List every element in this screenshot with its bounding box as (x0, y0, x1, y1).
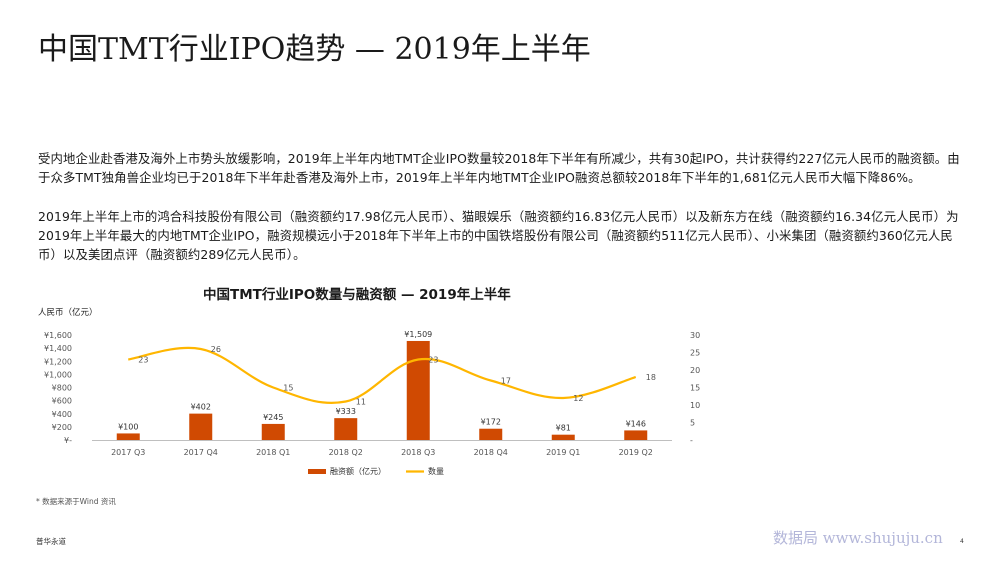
x-tick-label: 2018 Q3 (401, 448, 435, 457)
line-value-label: 18 (646, 373, 656, 382)
x-axis: 2017 Q3 2017 Q4 2018 Q1 2018 Q2 2018 Q3 2018 … (92, 440, 672, 457)
x-tick-label: 2017 Q3 (111, 448, 145, 457)
right-tick-label: 15 (690, 384, 700, 393)
bar-value-label: ¥146 (626, 419, 646, 428)
line-value-label: 23 (138, 356, 148, 365)
chart-y-axis-label: 人民币（亿元） (38, 308, 98, 318)
bar-value-label: ¥100 (118, 422, 138, 431)
line-series (128, 346, 637, 404)
left-tick-label: ¥600 (52, 397, 72, 406)
left-tick-label: ¥1,000 (44, 370, 72, 379)
ipo-chart: ¥- ¥200 ¥400 ¥600 ¥800 ¥1,000 ¥1,200 ¥1,400 ¥1,6… (44, 330, 700, 476)
left-tick-label: ¥800 (52, 384, 72, 393)
left-axis: ¥- ¥200 ¥400 ¥600 ¥800 ¥1,000 ¥1,200 ¥1,400 ¥1,6… (44, 331, 72, 445)
right-tick-label: 20 (690, 366, 700, 375)
left-tick-label: ¥1,200 (44, 357, 72, 366)
bar-value-label: ¥333 (336, 407, 356, 416)
legend-bar-swatch (308, 469, 326, 474)
bar-value-label: ¥245 (263, 413, 283, 422)
right-axis: - 5 10 15 20 25 30 (690, 331, 700, 445)
line-value-label: 23 (428, 356, 438, 365)
x-tick-label: 2018 Q1 (256, 448, 290, 457)
left-tick-label: ¥200 (52, 423, 72, 432)
right-tick-label: 30 (690, 331, 700, 340)
line-value-label: 15 (283, 384, 293, 393)
left-tick-label: ¥1,600 (44, 331, 72, 340)
bar (261, 423, 285, 440)
bar (479, 428, 503, 440)
source-footnote: * 数据来源于Wind 资讯 (36, 497, 116, 506)
brand-name: 普华永道 (36, 537, 66, 546)
bar (624, 430, 648, 440)
right-tick-label: 5 (690, 419, 695, 428)
right-tick-label: - (690, 436, 693, 445)
x-tick-label: 2019 Q2 (619, 448, 653, 457)
summary-paragraph-1: 受内地企业赴香港及海外上市势头放缓影响，2019年上半年内地TMT企业IPO数量… (38, 151, 960, 185)
left-tick-label: ¥- (64, 436, 72, 445)
bar (334, 418, 358, 440)
bar-series (116, 340, 648, 440)
watermark-text: 数据局 www.shujuju.cn (773, 529, 943, 547)
bar-value-label: ¥402 (191, 403, 211, 412)
line-value-label: 17 (501, 377, 511, 386)
bar-value-label: ¥172 (481, 418, 501, 427)
x-tick-label: 2018 Q2 (329, 448, 363, 457)
line-value-label: 26 (211, 345, 221, 354)
right-tick-label: 10 (690, 401, 700, 410)
bar-value-label: ¥81 (556, 424, 571, 433)
line-value-label: 11 (356, 398, 366, 407)
page-title: 中国TMT行业IPO趋势 — 2019年上半年 (38, 32, 591, 67)
bar (189, 413, 213, 440)
bar (116, 433, 140, 440)
line-value-label: 12 (573, 394, 583, 403)
count-line (128, 346, 637, 404)
page-number: 4 (960, 538, 964, 545)
chart-legend: 融资额（亿元） 数量 (308, 466, 444, 476)
legend-bar-label: 融资额（亿元） (330, 466, 386, 476)
bar (551, 434, 575, 440)
bar-value-label: ¥1,509 (404, 330, 432, 339)
data-labels: ¥100 ¥402 ¥245 ¥333 ¥1,509 ¥172 ¥81 ¥146 23 26 15 1… (118, 330, 656, 433)
x-tick-label: 2018 Q4 (474, 448, 508, 457)
right-tick-label: 25 (690, 349, 700, 358)
left-tick-label: ¥1,400 (44, 344, 72, 353)
x-tick-label: 2017 Q4 (184, 448, 218, 457)
summary-paragraph-2: 2019年上半年上市的鸿合科技股份有限公司（融资额约17.98亿元人民币）、猫眼… (38, 209, 959, 262)
x-tick-label: 2019 Q1 (546, 448, 580, 457)
chart-title: 中国TMT行业IPO数量与融资额 — 2019年上半年 (203, 287, 511, 303)
left-tick-label: ¥400 (52, 410, 72, 419)
legend-line-label: 数量 (428, 466, 444, 476)
bar (406, 340, 430, 440)
